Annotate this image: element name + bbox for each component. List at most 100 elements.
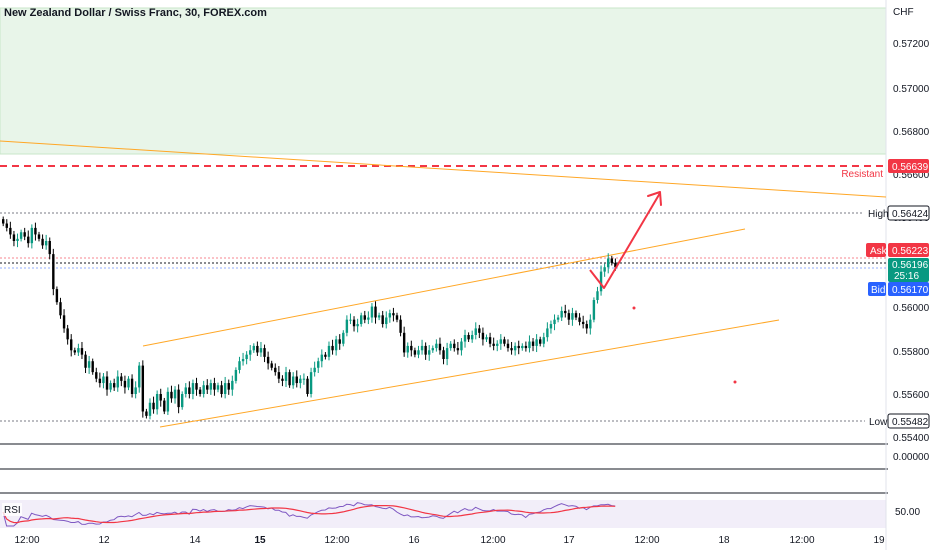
candle-body — [48, 241, 51, 255]
candle-body — [234, 369, 238, 381]
time-tick-label: 16 — [408, 535, 420, 546]
candle-body — [370, 306, 374, 318]
low-label-box — [865, 414, 886, 428]
candle-body — [546, 328, 549, 338]
bid-price-value: 0.56170 — [892, 285, 929, 296]
candle-body — [266, 356, 270, 364]
time-tick-label: 14 — [189, 535, 201, 546]
candle-body — [77, 348, 80, 353]
candle-body — [84, 354, 87, 368]
candle-body — [524, 345, 528, 349]
time-tick-label: 19 — [873, 535, 885, 546]
candle-body — [155, 394, 159, 410]
projection-arrow[interactable] — [589, 192, 661, 289]
candle-body — [599, 271, 603, 292]
candle-body — [188, 387, 191, 394]
channel-upper-line[interactable] — [142, 228, 746, 347]
candle-body — [231, 380, 234, 390]
candle-body — [324, 354, 327, 357]
candle-body — [517, 345, 520, 349]
rsi-legend-box[interactable] — [2, 503, 22, 516]
rsi-legend-label[interactable]: RSI — [4, 505, 21, 516]
candle-body — [513, 345, 517, 351]
candle-body — [313, 367, 316, 373]
candle-body — [141, 365, 145, 412]
bar-countdown: 25:16 — [894, 271, 919, 282]
candle-body — [467, 334, 470, 340]
candle-body — [553, 319, 556, 325]
candle-body — [109, 383, 112, 390]
ask-price-value: 0.56223 — [892, 246, 929, 257]
arrow-head — [647, 191, 662, 206]
candle-body — [442, 350, 445, 360]
candle-body — [585, 324, 588, 329]
candle-body — [66, 328, 69, 340]
resistant-price-value: 0.56639 — [892, 162, 929, 173]
time-tick-label: 18 — [718, 535, 730, 546]
ask-price-tag — [888, 243, 929, 257]
time-tick-label: 12 — [98, 535, 110, 546]
volume-axis-label: 0.00000 — [893, 452, 930, 463]
price-tick-label: 0.56600 — [893, 170, 930, 181]
candle-body — [148, 402, 152, 416]
candle-body — [44, 241, 48, 246]
candle-body — [270, 363, 273, 368]
resistant-price-tag — [888, 159, 929, 173]
candle-body — [581, 321, 585, 325]
time-axis[interactable]: 12:00 12 14 15 12:00 16 12:00 17 12:00 1… — [14, 535, 885, 546]
candle-body — [55, 289, 59, 303]
candle-body — [145, 411, 148, 416]
candle-body — [102, 376, 105, 384]
candle-body — [356, 324, 359, 327]
candle-body — [463, 334, 467, 342]
candle-body — [34, 227, 37, 235]
long-trendline[interactable] — [0, 140, 887, 198]
candle-body — [27, 236, 30, 244]
candle-body — [614, 262, 617, 268]
candle-body — [428, 350, 431, 355]
candle-body — [521, 345, 524, 349]
candle-body — [195, 383, 198, 390]
price-tick-labels: 0.57200 0.57000 0.56800 0.56600 0.56400 … — [893, 39, 930, 444]
bid-label: Bid — [871, 285, 885, 296]
candle-body — [295, 376, 298, 384]
candle-body — [488, 337, 492, 344]
candle-body — [127, 378, 130, 388]
candle-body — [342, 332, 345, 344]
candle-body — [506, 343, 510, 349]
high-price-value: 0.56424 — [892, 209, 929, 220]
bid-label-box — [868, 282, 886, 296]
last-price-tag — [888, 258, 929, 282]
price-tick-label: 0.57000 — [893, 84, 930, 95]
high-label: High — [868, 209, 889, 220]
candle-body — [374, 306, 377, 318]
candle-body — [163, 400, 166, 412]
candle-body — [37, 234, 41, 239]
candle-body — [227, 383, 230, 390]
resistant-label: Resistant — [841, 169, 883, 180]
candle-body — [367, 317, 370, 320]
marker-dot — [632, 306, 636, 310]
candle-body — [456, 348, 460, 351]
candle-body — [392, 313, 395, 316]
candle-body — [377, 315, 381, 318]
candle-body — [402, 332, 406, 353]
bid-price-tag — [888, 282, 929, 296]
candle-body — [80, 348, 84, 355]
candle-body — [95, 372, 98, 379]
candle-body — [470, 334, 474, 340]
candle-body — [245, 354, 248, 360]
candle-body — [499, 339, 503, 344]
price-tick-label: 0.55800 — [893, 347, 930, 358]
channel-lower-line[interactable] — [159, 319, 780, 428]
candle-body — [170, 391, 173, 399]
symbol-title[interactable]: New Zealand Dollar / Swiss Franc, 30, FO… — [4, 7, 267, 19]
candle-body — [41, 238, 44, 246]
candle-body — [98, 378, 102, 384]
candle-body — [284, 372, 288, 381]
candle-body — [410, 345, 413, 351]
ask-label-box — [866, 243, 886, 257]
candle-body — [277, 372, 281, 379]
